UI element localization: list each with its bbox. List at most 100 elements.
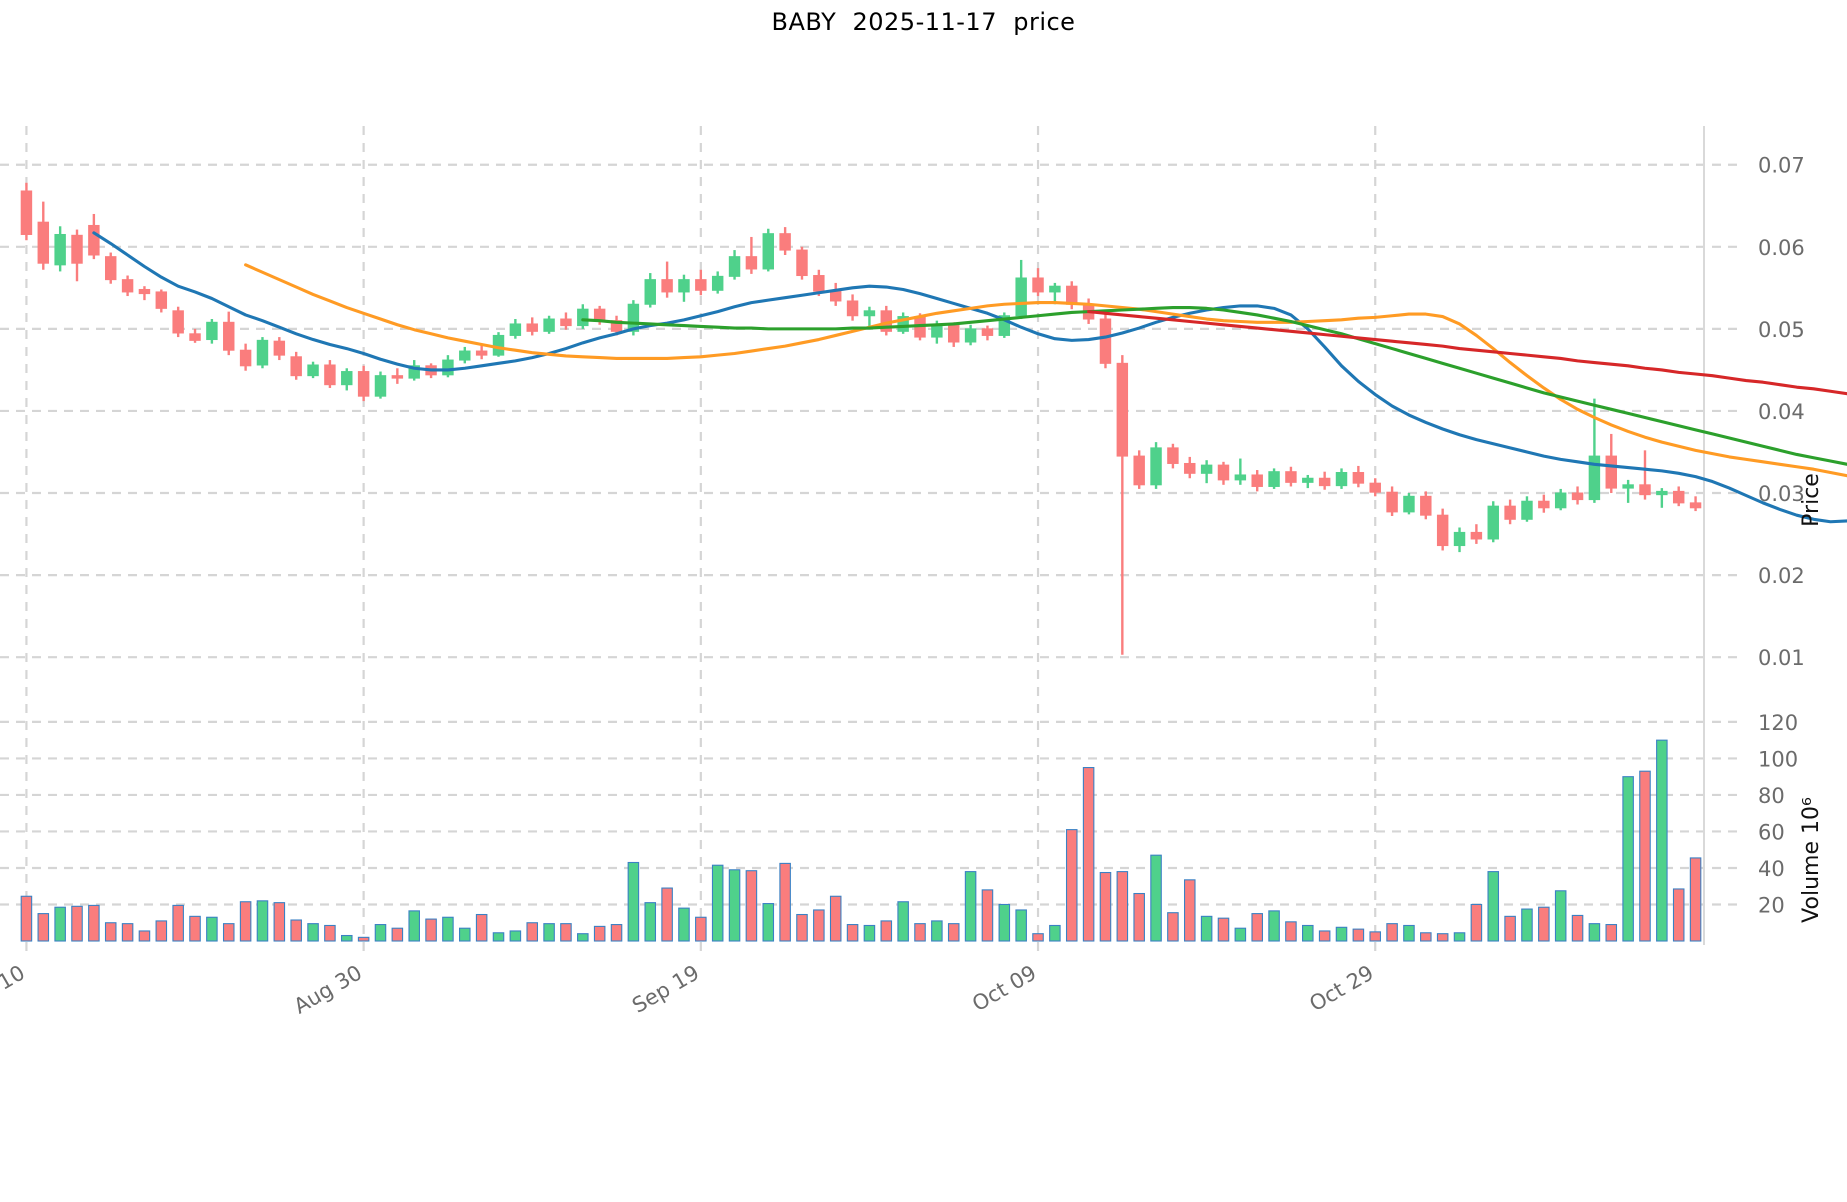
volume-bar: [593, 925, 606, 942]
candlestick: [1605, 455, 1617, 489]
volume-bar: [273, 902, 286, 942]
volume-bar: [54, 906, 66, 942]
candlestick: [307, 364, 319, 377]
volume-bar: [560, 923, 572, 942]
candlestick: [813, 275, 825, 292]
candlestick: [1622, 484, 1634, 489]
price-tick-label: 0.05: [1758, 318, 1805, 342]
candlestick: [1116, 362, 1129, 457]
candlestick: [324, 364, 336, 386]
candlestick: [1639, 484, 1651, 496]
candlestick: [1049, 285, 1061, 293]
candlestick: [206, 321, 218, 341]
candlestick: [1386, 491, 1398, 513]
volume-bars: [20, 739, 1702, 942]
candlestick: [577, 308, 589, 327]
volume-bar: [661, 887, 673, 942]
candlestick: [796, 249, 808, 277]
price-tick-label: 0.02: [1758, 564, 1805, 588]
candlestick: [1234, 474, 1247, 481]
candlestick: [1150, 447, 1162, 486]
candlestick: [779, 233, 791, 251]
candlestick: [661, 279, 673, 293]
price-tick-label: 0.03: [1758, 482, 1805, 506]
date-tick-label: Oct 29: [1305, 961, 1377, 1017]
volume-bar: [1487, 871, 1500, 942]
volume-bar: [1403, 924, 1415, 942]
candlestick: [239, 349, 252, 367]
candlestick: [509, 323, 522, 336]
volume-bar: [1689, 857, 1702, 942]
volume-bar: [1049, 924, 1061, 942]
volume-tick-label: 60: [1758, 820, 1785, 844]
candlestick: [560, 318, 572, 327]
candlestick: [644, 279, 656, 305]
candlestick: [1420, 495, 1432, 516]
volume-tick-label: 120: [1758, 711, 1798, 735]
candlestick: [1302, 477, 1314, 483]
volume-bar: [408, 910, 420, 942]
volume-bar: [20, 895, 33, 942]
volume-bar: [762, 903, 775, 942]
volume-bar: [1504, 915, 1516, 942]
volume-bar: [1420, 932, 1432, 942]
volume-bar: [492, 932, 505, 942]
volume-bar: [1554, 890, 1567, 942]
candlestick: [610, 320, 623, 332]
volume-bar: [475, 913, 488, 942]
candlestick: [526, 323, 538, 332]
candlestick: [273, 340, 286, 356]
candlestick: [138, 288, 151, 295]
volume-bar: [1672, 888, 1685, 942]
candlestick: [1554, 492, 1567, 509]
candlestick: [1352, 472, 1365, 484]
volume-bar: [239, 901, 252, 942]
volume-bar: [796, 913, 808, 942]
candlestick: [1453, 531, 1466, 547]
candlestick: [829, 290, 842, 302]
candlestick: [155, 291, 168, 309]
date-tick-label: Aug 10: [0, 961, 29, 1019]
chart-title: BABY 2025-11-17 price: [771, 8, 1076, 36]
candlestick: [459, 350, 471, 361]
candlestick: [492, 334, 505, 356]
volume-bar: [442, 916, 454, 942]
volume-bar: [256, 900, 269, 942]
candlestick: [442, 359, 454, 376]
candlestick: [374, 375, 387, 397]
volume-bar: [1318, 930, 1331, 942]
volume-bar: [1268, 910, 1280, 942]
volume-bar: [1234, 927, 1247, 942]
volume-tick-label: 20: [1758, 893, 1785, 917]
volume-axis-title: Volume 10⁶: [1799, 797, 1824, 923]
volume-bar: [1099, 871, 1112, 942]
volume-bar: [1285, 921, 1297, 942]
candlestick: [290, 356, 302, 377]
volume-bar: [1015, 909, 1027, 942]
volume-bar: [711, 864, 724, 942]
candlestick: [948, 324, 960, 343]
candlestick: [711, 275, 724, 291]
volume-bar: [307, 923, 319, 942]
volume-bar: [88, 904, 100, 942]
volume-bar: [104, 922, 117, 942]
volume-bar: [374, 924, 387, 942]
candlestick: [627, 303, 640, 332]
volume-bar: [610, 924, 623, 942]
candlestick: [846, 300, 859, 317]
volume-bar: [829, 895, 842, 942]
volume-bar: [206, 916, 218, 942]
volume-bar: [1116, 871, 1129, 942]
volume-bar: [543, 923, 555, 942]
date-axis-ticks: Aug 10 Aug 30 Sep 19 Oct 09 Oct 29: [0, 961, 1378, 1019]
volume-bar: [1032, 933, 1044, 942]
volume-bar: [981, 889, 994, 942]
candlestick: [1538, 500, 1550, 509]
volume-bar: [914, 923, 926, 942]
candlestick: [1588, 455, 1601, 501]
candlestick: [728, 256, 741, 277]
volume-bar: [37, 913, 50, 942]
volume-bar: [577, 933, 589, 942]
